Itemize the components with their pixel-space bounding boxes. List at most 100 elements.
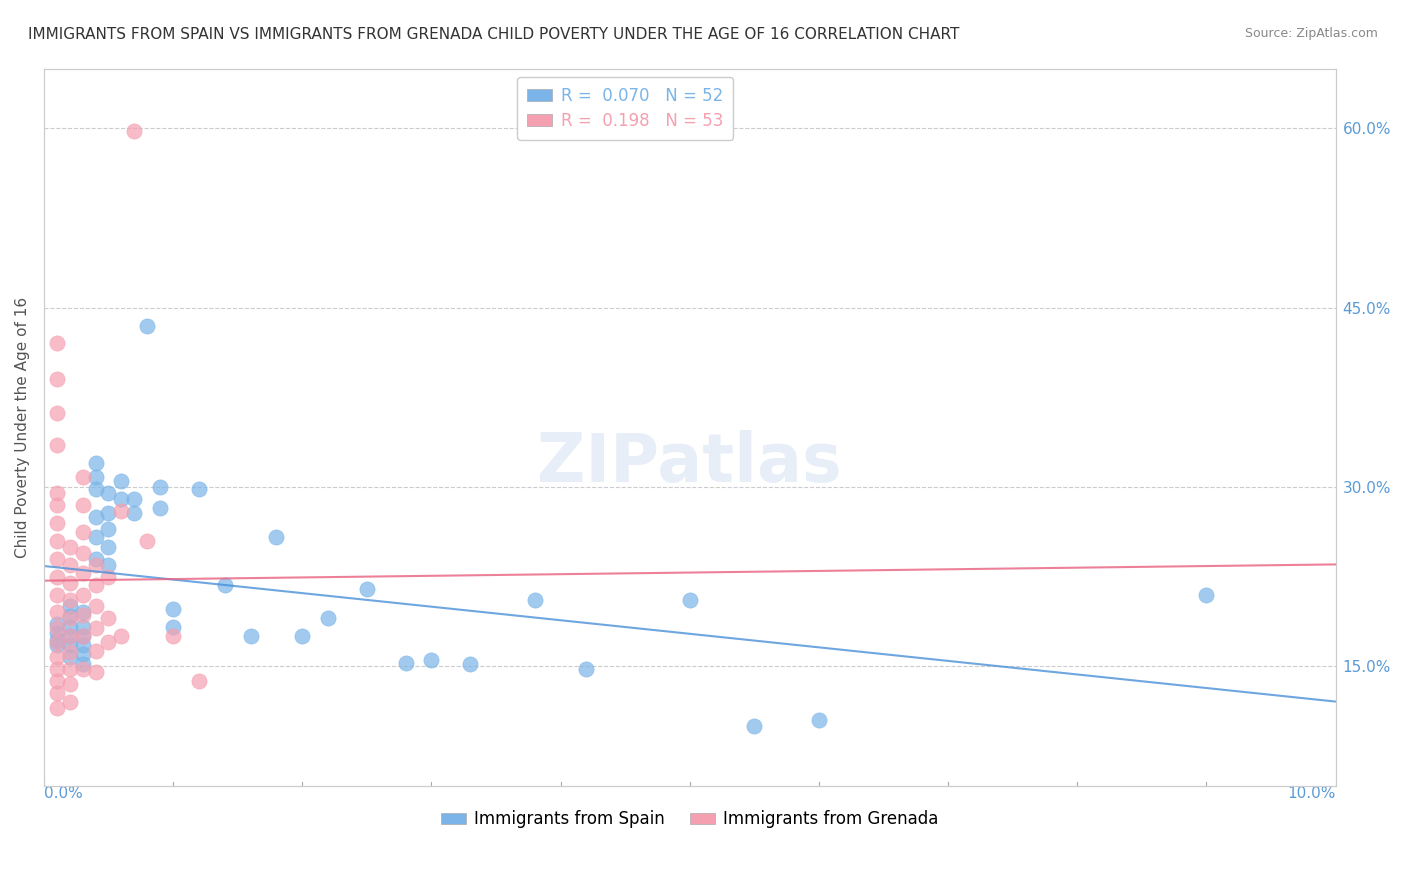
Point (97, 635, 120, 649)
Point (1195, 587, 1218, 601)
Point (59, 629, 82, 643)
Point (162, 620, 184, 634)
Point (59, 695, 82, 709)
Point (59, 540, 82, 554)
Point (72, 498, 94, 512)
Point (72, 629, 94, 643)
Point (45, 673, 67, 688)
Point (72, 657, 94, 671)
Point (84, 456, 107, 470)
Point (59, 649, 82, 664)
Point (59, 645, 82, 659)
Point (420, 653, 443, 667)
Point (59, 629, 82, 643)
Point (84, 621, 107, 635)
Point (136, 533, 159, 548)
Point (72, 470, 94, 484)
Point (97, 569, 120, 583)
Legend: Immigrants from Spain, Immigrants from Grenada: Immigrants from Spain, Immigrants from G… (434, 804, 945, 835)
Point (59, 593, 82, 607)
Point (72, 546, 94, 560)
Point (97, 540, 120, 554)
Point (97, 611, 120, 625)
Text: Source: ZipAtlas.com: Source: ZipAtlas.com (1244, 27, 1378, 40)
Point (97, 558, 120, 572)
Point (45, 606, 67, 620)
Point (59, 662, 82, 676)
Point (45, 662, 67, 676)
Point (84, 599, 107, 614)
Point (149, 501, 172, 516)
Point (187, 483, 209, 497)
Point (84, 509, 107, 524)
Point (84, 530, 107, 544)
Point (72, 620, 94, 634)
Point (84, 665, 107, 680)
Point (59, 638, 82, 652)
Point (45, 701, 67, 715)
Point (59, 620, 82, 634)
Point (59, 677, 82, 691)
Point (72, 607, 94, 622)
Point (97, 506, 120, 520)
Point (458, 657, 481, 671)
Point (291, 629, 314, 643)
Point (84, 483, 107, 497)
Point (742, 719, 765, 733)
Point (72, 629, 94, 643)
Point (72, 566, 94, 580)
Point (72, 662, 94, 676)
Point (266, 530, 288, 544)
Point (45, 649, 67, 664)
Point (124, 124, 146, 138)
Point (45, 486, 67, 500)
Point (72, 638, 94, 652)
Point (575, 662, 598, 676)
Point (59, 575, 82, 590)
Point (110, 629, 132, 643)
Point (45, 372, 67, 386)
Point (162, 629, 184, 643)
Point (45, 635, 67, 649)
Point (45, 551, 67, 566)
Text: ZIPatlas: ZIPatlas (537, 430, 842, 496)
Point (45, 533, 67, 548)
Point (679, 593, 702, 607)
Point (239, 629, 262, 643)
Point (124, 506, 146, 520)
Point (45, 406, 67, 420)
Point (59, 558, 82, 572)
Point (72, 648, 94, 662)
Point (59, 611, 82, 625)
Point (84, 578, 107, 592)
Text: 0.0%: 0.0% (44, 786, 83, 801)
Text: 10.0%: 10.0% (1286, 786, 1336, 801)
Point (316, 611, 339, 625)
Point (84, 470, 107, 484)
Point (59, 609, 82, 624)
Point (84, 643, 107, 657)
Point (356, 582, 378, 596)
Point (214, 578, 236, 592)
Point (149, 480, 172, 494)
Text: IMMIGRANTS FROM SPAIN VS IMMIGRANTS FROM GRENADA CHILD POVERTY UNDER THE AGE OF : IMMIGRANTS FROM SPAIN VS IMMIGRANTS FROM… (28, 27, 959, 42)
Point (45, 617, 67, 632)
Point (97, 522, 120, 536)
Point (523, 593, 546, 607)
Point (72, 587, 94, 601)
Point (59, 599, 82, 614)
Point (45, 632, 67, 647)
Point (162, 602, 184, 616)
Point (124, 491, 146, 506)
Point (84, 558, 107, 572)
Y-axis label: Child Poverty Under the Age of 16: Child Poverty Under the Age of 16 (15, 297, 30, 558)
Point (72, 525, 94, 540)
Point (136, 318, 159, 333)
Point (45, 569, 67, 583)
Point (187, 673, 209, 688)
Point (45, 498, 67, 512)
Point (45, 638, 67, 652)
Point (84, 551, 107, 566)
Point (45, 587, 67, 601)
Point (110, 504, 132, 518)
